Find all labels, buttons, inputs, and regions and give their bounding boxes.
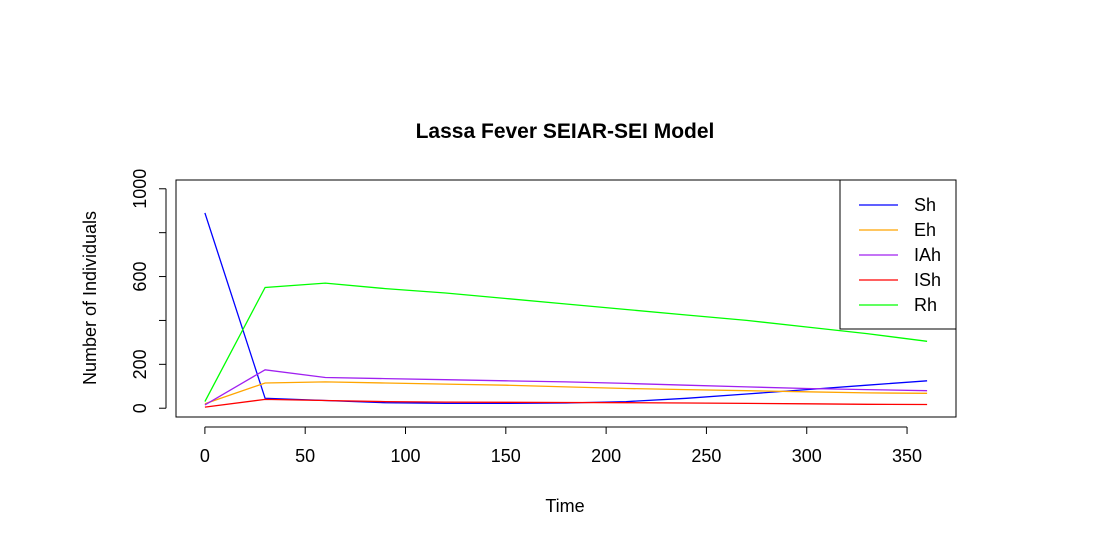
y-tick-label: 600 xyxy=(130,262,150,292)
legend-label-rh: Rh xyxy=(914,295,937,315)
legend-label-eh: Eh xyxy=(914,220,936,240)
y-tick-label: 1000 xyxy=(130,169,150,209)
x-tick-label: 350 xyxy=(892,446,922,466)
series-line-rh xyxy=(204,282,928,402)
x-tick-label: 0 xyxy=(200,446,210,466)
x-tick-label: 200 xyxy=(591,446,621,466)
y-tick-label: 200 xyxy=(130,349,150,379)
series-layer xyxy=(204,212,928,408)
chart-title: Lassa Fever SEIAR-SEI Model xyxy=(416,120,715,143)
series-line-iah xyxy=(204,369,928,406)
legend-label-sh: Sh xyxy=(914,195,936,215)
legend-label-iah: IAh xyxy=(914,245,941,265)
y-tick-label: 0 xyxy=(130,403,150,413)
series-line-sh xyxy=(204,212,928,405)
y-axis-label: Number of Individuals xyxy=(80,211,100,385)
x-tick-label: 250 xyxy=(691,446,721,466)
x-axis: 0 50 100 150 200 250 300 350 xyxy=(200,426,922,466)
legend: Sh Eh IAh ISh Rh xyxy=(839,179,957,330)
legend-label-ish: ISh xyxy=(914,270,941,290)
x-tick-label: 150 xyxy=(491,446,521,466)
series-line-ish xyxy=(204,398,928,408)
series-line-eh xyxy=(204,381,928,405)
y-axis: 0 200 600 1000 xyxy=(130,169,167,413)
x-tick-label: 50 xyxy=(295,446,315,466)
x-tick-label: 100 xyxy=(390,446,420,466)
x-axis-label: Time xyxy=(545,496,584,516)
x-tick-label: 300 xyxy=(792,446,822,466)
